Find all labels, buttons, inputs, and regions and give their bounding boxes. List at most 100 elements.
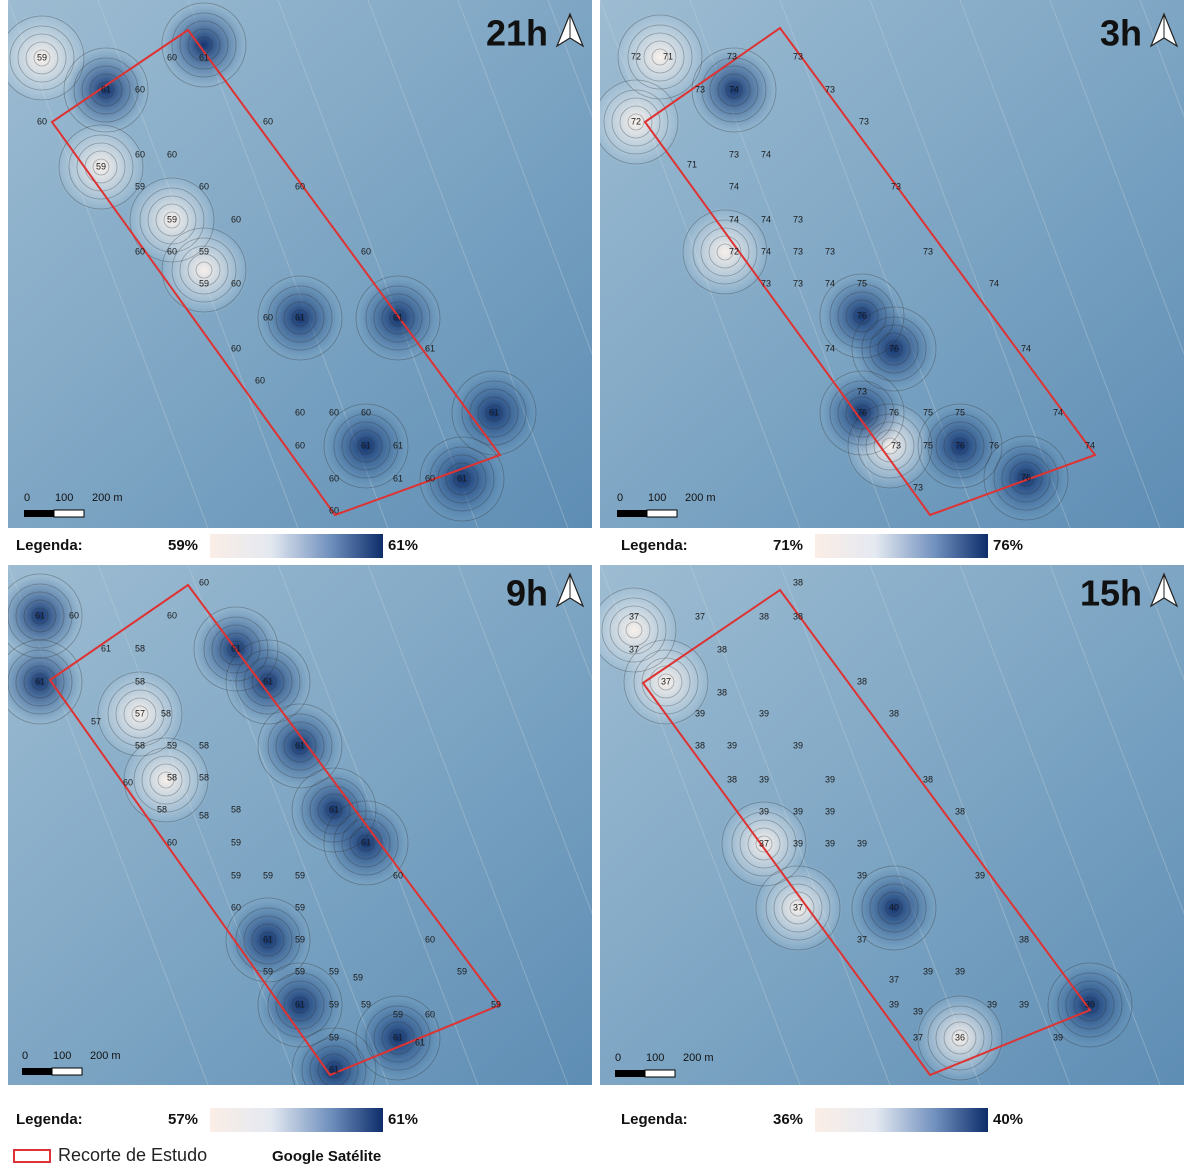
contour-label: 37 [695,611,705,621]
contour-label: 74 [1021,343,1031,353]
scale-label: 200 m [92,492,123,504]
legend-label: Legenda: [16,537,83,554]
contour-label: 76 [857,407,867,417]
contour-label: 59 [37,52,47,62]
contour-label: 73 [857,386,867,396]
contour-label: 74 [825,278,835,288]
contour-label: 58 [199,772,209,782]
contour-label: 39 [759,708,769,718]
contour-label: 37 [889,974,899,984]
contour-label: 60 [231,343,241,353]
scale-label: 200 m [685,492,716,504]
contour-label: 38 [793,611,803,621]
contour-label: 60 [37,116,47,126]
map-panel: 3837373838373837383838393938393938393938… [589,565,1184,1085]
contour-label: 74 [729,214,739,224]
legend-min: 36% [773,1111,803,1128]
scale-bar [24,510,54,517]
panel-title: 15h [1080,573,1142,614]
contour-label: 37 [629,644,639,654]
contour-label: 61 [263,676,273,686]
contour-label: 37 [913,1032,923,1042]
contour-label: 74 [761,246,771,256]
contour-label: 59 [457,966,467,976]
contour-label: 74 [729,181,739,191]
contour-label: 39 [759,774,769,784]
contour-label: 60 [167,52,177,62]
contour-label: 73 [891,181,901,191]
contour-label: 39 [955,966,965,976]
legend-bar [210,534,383,558]
contour-label: 60 [329,473,339,483]
contour-label: 74 [729,84,739,94]
contour-label: 40 [889,902,899,912]
contour-label: 60 [167,610,177,620]
legend-min: 59% [168,537,198,554]
contour-label: 58 [135,676,145,686]
contour-label: 38 [759,611,769,621]
contour-label: 60 [199,181,209,191]
scale-bar [645,1070,675,1077]
contour-label: 39 [923,966,933,976]
contour-label: 60 [425,934,435,944]
contour-label: 72 [631,51,641,61]
scale-label: 0 [24,492,30,504]
contour-label: 73 [793,246,803,256]
scale-label: 200 m [90,1050,121,1062]
contour-label: 60 [69,610,79,620]
study-area-swatch [14,1150,50,1162]
figure: Recorte de Estudo Google Satélite 596061… [0,0,1184,1166]
contour-label: 61 [329,1064,339,1074]
scale-bar [617,510,647,517]
contour-label: 39 [825,806,835,816]
contour-label: 76 [889,407,899,417]
legend-bar [210,1108,383,1132]
contour-label: 75 [923,440,933,450]
contour-label: 61 [295,999,305,1009]
contour-label: 74 [989,278,999,288]
scale-bar [615,1070,645,1077]
contour-label: 61 [101,84,111,94]
contour-label: 60 [167,246,177,256]
contour-label: 74 [761,214,771,224]
contour-label: 73 [891,440,901,450]
contour-label: 60 [135,149,145,159]
contour-label: 60 [263,312,273,322]
contour-label: 60 [231,214,241,224]
contour-label: 60 [135,246,145,256]
contour-label: 39 [695,708,705,718]
contour-label: 58 [135,643,145,653]
contour-label: 37 [661,676,671,686]
contour-label: 61 [457,473,467,483]
contour-label: 61 [35,610,45,620]
contour-label: 59 [231,837,241,847]
contour-label: 39 [793,806,803,816]
contour-label: 61 [199,52,209,62]
contour-label: 60 [231,902,241,912]
contour-label: 37 [759,838,769,848]
contour-label: 59 [199,278,209,288]
contour-label: 60 [167,149,177,159]
contour-label: 59 [295,966,305,976]
contour-label: 61 [361,440,371,450]
legend-max: 61% [388,537,418,554]
panel-title: 21h [486,13,548,54]
scale-bar [54,510,84,517]
contour-label: 61 [393,312,403,322]
contour-label: 59 [353,972,363,982]
contour-label: 59 [393,1009,403,1019]
contour-label: 58 [167,772,177,782]
contour-label: 61 [295,312,305,322]
legend-bar [815,534,988,558]
contour-label: 57 [91,716,101,726]
contour-label: 59 [295,902,305,912]
study-area-label: Recorte de Estudo [58,1145,207,1165]
contour-label: 61 [489,407,499,417]
contour-label: 60 [361,407,371,417]
contour-label: 38 [923,774,933,784]
contour-label: 60 [361,246,371,256]
scale-label: 100 [648,492,666,504]
legend-label: Legenda: [621,537,688,554]
contour-label: 73 [923,246,933,256]
contour-label: 73 [825,246,835,256]
